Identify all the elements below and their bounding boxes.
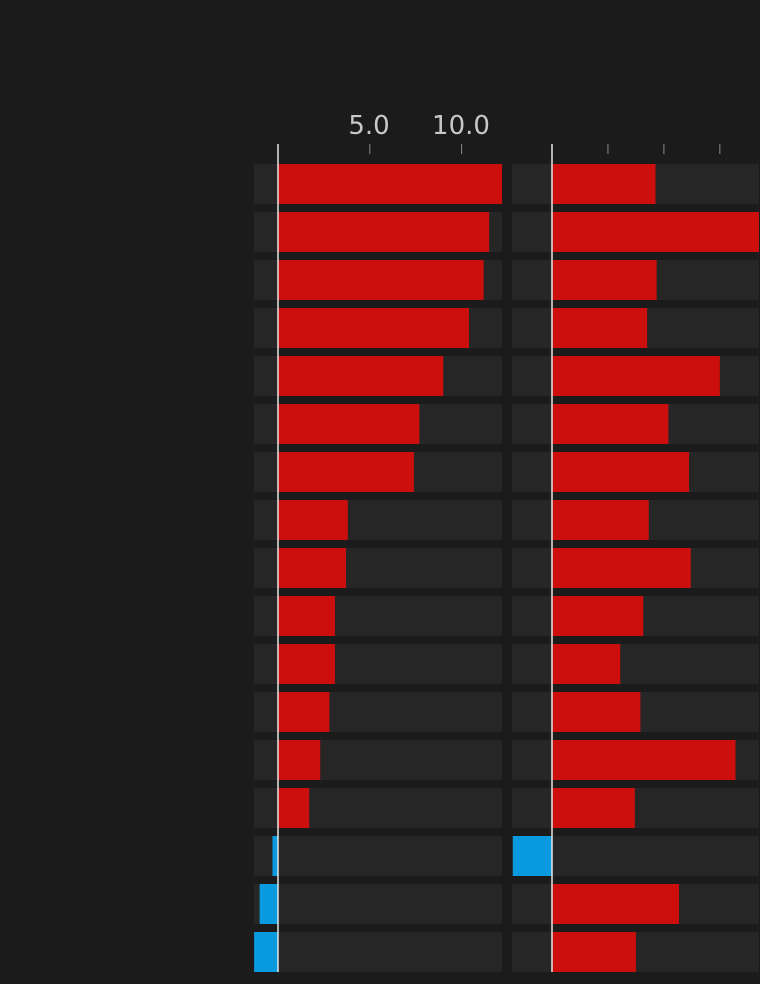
panel-2-bar-10: [552, 596, 644, 636]
panel-1-bar-10: [278, 596, 335, 636]
tick-label-5: 5.0: [348, 111, 389, 141]
panel-2-bar-8: [552, 500, 649, 540]
panel-2: [512, 144, 759, 972]
panel-1-bar-17: [254, 932, 278, 972]
panel-1-bar-11: [278, 644, 335, 684]
panel-1-bar-8: [278, 500, 348, 540]
panel-2-bar-3: [552, 260, 657, 300]
panel-2-bar-2: [552, 212, 759, 252]
panel-2-bar-14: [552, 788, 635, 828]
panel-1-bar-1: [278, 164, 502, 204]
panel-1-bar-16: [259, 884, 278, 924]
panel-1-bar-2: [278, 212, 490, 252]
panel-1-bar-4: [278, 308, 469, 348]
panel-2-bar-17: [552, 932, 636, 972]
panel-2-bar-6: [552, 404, 669, 444]
panel-2-row-bg-14: [512, 788, 759, 828]
panel-2-bar-12: [552, 692, 641, 732]
panel-2-bar-5: [552, 356, 720, 396]
panel-2-bar-1: [552, 164, 656, 204]
tick-label-10: 10.0: [432, 111, 490, 141]
panel-2-bar-16: [552, 884, 679, 924]
chart-panels: [254, 144, 759, 972]
panel-1-bar-3: [278, 260, 484, 300]
panel-1-bar-13: [278, 740, 321, 780]
panel-2-bar-15: [512, 836, 552, 876]
panel-1-bar-9: [278, 548, 346, 588]
panel-1-bar-15: [272, 836, 278, 876]
panel-2-bar-7: [552, 452, 690, 492]
panel-2-bar-9: [552, 548, 691, 588]
panel-1-bar-12: [278, 692, 330, 732]
panel-2-bar-4: [552, 308, 648, 348]
panel-1-bar-5: [278, 356, 444, 396]
panel-2-row-bg-15: [512, 836, 759, 876]
panel-2-bar-13: [552, 740, 736, 780]
panel-1-row-bg-17: [254, 932, 502, 972]
panel-2-row-bg-11: [512, 644, 759, 684]
panel-2-bar-11: [552, 644, 621, 684]
panel-1: [254, 144, 502, 972]
panel-1-bar-7: [278, 452, 414, 492]
panel-1-bar-14: [278, 788, 310, 828]
panel-1-row-bg-16: [254, 884, 502, 924]
panel-1-row-bg-15: [254, 836, 502, 876]
panel-1-bar-6: [278, 404, 420, 444]
